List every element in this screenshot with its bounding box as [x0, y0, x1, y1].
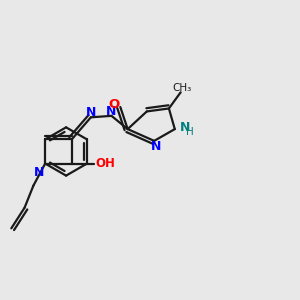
Text: N: N — [106, 105, 117, 118]
Text: CH₃: CH₃ — [172, 83, 192, 93]
Text: N: N — [180, 121, 190, 134]
Text: O: O — [109, 98, 120, 111]
Text: N: N — [34, 166, 44, 179]
Text: H: H — [186, 127, 194, 137]
Text: OH: OH — [95, 157, 115, 170]
Text: N: N — [86, 106, 96, 119]
Text: N: N — [151, 140, 161, 153]
